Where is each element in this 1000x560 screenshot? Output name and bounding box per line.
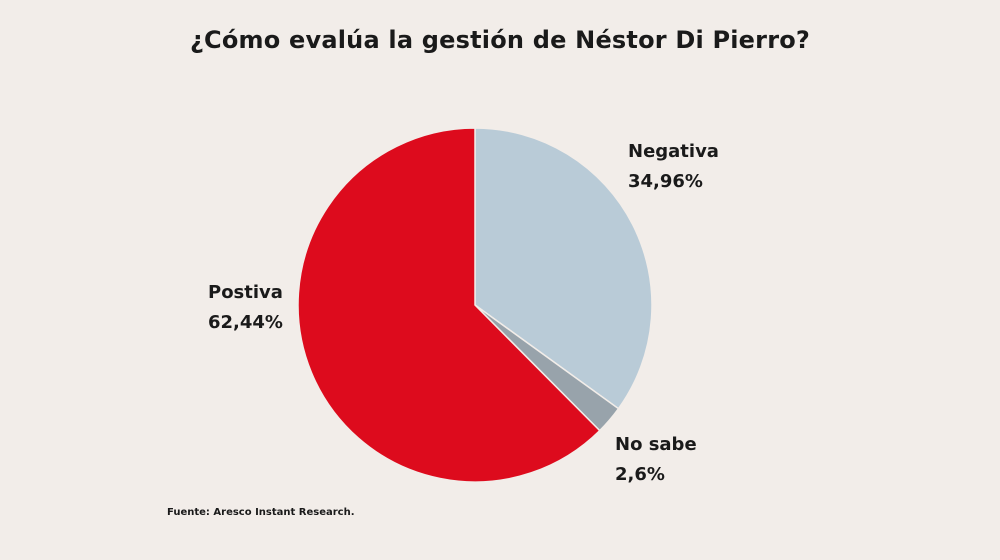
label-positiva: Postiva 62,44% [208, 278, 283, 338]
label-no-sabe-value: 2,6% [615, 464, 665, 485]
label-negativa-value: 34,96% [628, 171, 703, 192]
label-no-sabe: No sabe 2,6% [615, 430, 697, 490]
pie-slice-postiva [297, 127, 601, 483]
chart-title: ¿Cómo evalúa la gestión de Néstor Di Pie… [189, 26, 811, 54]
label-no-sabe-name: No sabe [615, 434, 697, 455]
pie-slice-negativa [474, 127, 653, 410]
label-negativa-name: Negativa [628, 141, 719, 162]
label-negativa: Negativa 34,96% [628, 137, 719, 197]
source-note: Fuente: Aresco Instant Research. [167, 507, 355, 518]
label-positiva-value: 62,44% [208, 312, 283, 333]
label-positiva-name: Postiva [208, 282, 283, 303]
